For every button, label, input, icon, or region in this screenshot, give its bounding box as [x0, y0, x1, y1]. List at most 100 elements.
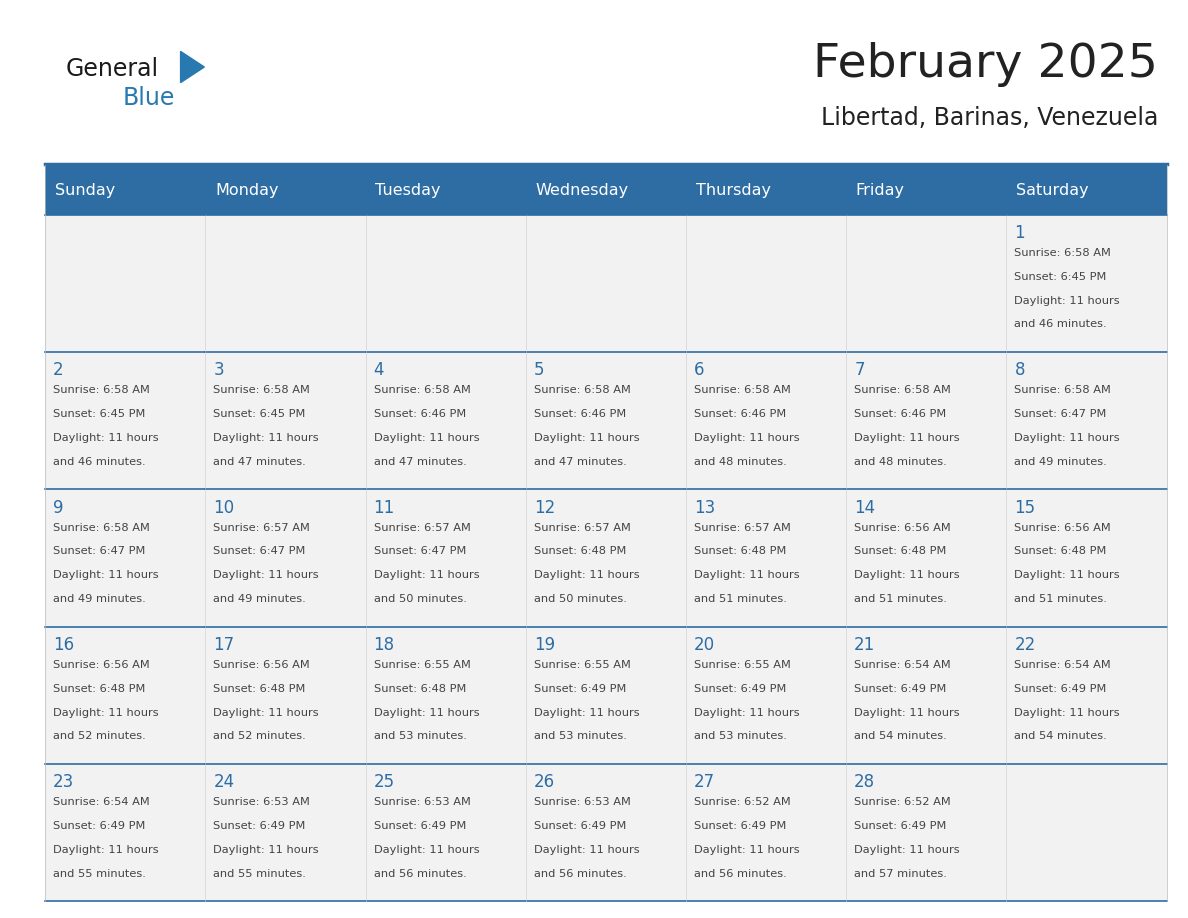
Text: Sunset: 6:46 PM: Sunset: 6:46 PM — [373, 409, 466, 419]
Text: Daylight: 11 hours: Daylight: 11 hours — [53, 845, 159, 855]
Text: and 50 minutes.: and 50 minutes. — [533, 594, 626, 604]
Text: Tuesday: Tuesday — [375, 183, 441, 197]
Text: Sunrise: 6:58 AM: Sunrise: 6:58 AM — [1015, 248, 1111, 258]
Text: Wednesday: Wednesday — [536, 183, 628, 197]
Text: and 56 minutes.: and 56 minutes. — [533, 868, 626, 879]
Text: 17: 17 — [214, 636, 234, 654]
Text: Sunset: 6:48 PM: Sunset: 6:48 PM — [1015, 546, 1107, 556]
Text: and 47 minutes.: and 47 minutes. — [214, 457, 307, 466]
Text: Sunset: 6:45 PM: Sunset: 6:45 PM — [1015, 272, 1107, 282]
Text: Sunrise: 6:52 AM: Sunrise: 6:52 AM — [694, 797, 791, 807]
Text: Daylight: 11 hours: Daylight: 11 hours — [1015, 296, 1120, 306]
Text: and 51 minutes.: and 51 minutes. — [694, 594, 786, 604]
Text: and 52 minutes.: and 52 minutes. — [53, 732, 146, 742]
Text: 12: 12 — [533, 498, 555, 517]
Text: 22: 22 — [1015, 636, 1036, 654]
Text: Sunset: 6:47 PM: Sunset: 6:47 PM — [1015, 409, 1107, 419]
Text: Daylight: 11 hours: Daylight: 11 hours — [533, 708, 639, 718]
Text: 25: 25 — [373, 773, 394, 791]
Text: Sunset: 6:47 PM: Sunset: 6:47 PM — [373, 546, 466, 556]
Text: 28: 28 — [854, 773, 876, 791]
Text: 10: 10 — [214, 498, 234, 517]
Text: Sunset: 6:49 PM: Sunset: 6:49 PM — [533, 821, 626, 831]
Text: and 48 minutes.: and 48 minutes. — [854, 457, 947, 466]
Text: Sunrise: 6:58 AM: Sunrise: 6:58 AM — [1015, 386, 1111, 395]
Text: 14: 14 — [854, 498, 876, 517]
Text: Sunset: 6:48 PM: Sunset: 6:48 PM — [694, 546, 786, 556]
Text: Sunrise: 6:54 AM: Sunrise: 6:54 AM — [1015, 660, 1111, 670]
Text: General: General — [65, 57, 158, 81]
Text: Sunset: 6:49 PM: Sunset: 6:49 PM — [694, 684, 786, 694]
Text: 7: 7 — [854, 362, 865, 379]
Text: and 53 minutes.: and 53 minutes. — [533, 732, 626, 742]
Text: 13: 13 — [694, 498, 715, 517]
Text: and 55 minutes.: and 55 minutes. — [53, 868, 146, 879]
Text: Daylight: 11 hours: Daylight: 11 hours — [214, 433, 320, 442]
Text: Friday: Friday — [855, 183, 905, 197]
Text: Sunrise: 6:54 AM: Sunrise: 6:54 AM — [854, 660, 950, 670]
Text: Sunset: 6:46 PM: Sunset: 6:46 PM — [533, 409, 626, 419]
Text: Daylight: 11 hours: Daylight: 11 hours — [53, 708, 159, 718]
Text: Sunrise: 6:57 AM: Sunrise: 6:57 AM — [694, 522, 791, 532]
Text: Sunday: Sunday — [55, 183, 115, 197]
Text: Sunrise: 6:53 AM: Sunrise: 6:53 AM — [533, 797, 631, 807]
Text: Sunrise: 6:55 AM: Sunrise: 6:55 AM — [373, 660, 470, 670]
Text: and 46 minutes.: and 46 minutes. — [1015, 319, 1107, 330]
Text: Sunrise: 6:56 AM: Sunrise: 6:56 AM — [1015, 522, 1111, 532]
Text: and 50 minutes.: and 50 minutes. — [373, 594, 467, 604]
Text: Sunrise: 6:55 AM: Sunrise: 6:55 AM — [694, 660, 791, 670]
Text: Sunrise: 6:56 AM: Sunrise: 6:56 AM — [854, 522, 950, 532]
Text: Daylight: 11 hours: Daylight: 11 hours — [694, 708, 800, 718]
Text: Daylight: 11 hours: Daylight: 11 hours — [214, 708, 320, 718]
Text: Sunrise: 6:56 AM: Sunrise: 6:56 AM — [53, 660, 150, 670]
Text: Daylight: 11 hours: Daylight: 11 hours — [854, 845, 960, 855]
Text: Daylight: 11 hours: Daylight: 11 hours — [1015, 570, 1120, 580]
Text: Blue: Blue — [122, 86, 175, 110]
Text: Daylight: 11 hours: Daylight: 11 hours — [533, 570, 639, 580]
Text: Sunrise: 6:58 AM: Sunrise: 6:58 AM — [533, 386, 631, 395]
Text: 5: 5 — [533, 362, 544, 379]
Text: Sunrise: 6:58 AM: Sunrise: 6:58 AM — [373, 386, 470, 395]
Text: Sunset: 6:49 PM: Sunset: 6:49 PM — [214, 821, 305, 831]
Text: Sunrise: 6:57 AM: Sunrise: 6:57 AM — [533, 522, 631, 532]
Text: and 46 minutes.: and 46 minutes. — [53, 457, 146, 466]
Text: Daylight: 11 hours: Daylight: 11 hours — [53, 433, 159, 442]
Text: Sunrise: 6:52 AM: Sunrise: 6:52 AM — [854, 797, 950, 807]
Text: Daylight: 11 hours: Daylight: 11 hours — [373, 570, 479, 580]
Text: and 47 minutes.: and 47 minutes. — [373, 457, 467, 466]
Text: 8: 8 — [1015, 362, 1025, 379]
Text: Sunrise: 6:53 AM: Sunrise: 6:53 AM — [214, 797, 310, 807]
Text: Saturday: Saturday — [1016, 183, 1088, 197]
Text: 20: 20 — [694, 636, 715, 654]
Text: Daylight: 11 hours: Daylight: 11 hours — [854, 570, 960, 580]
Text: Sunset: 6:49 PM: Sunset: 6:49 PM — [694, 821, 786, 831]
Text: 9: 9 — [53, 498, 64, 517]
Text: 27: 27 — [694, 773, 715, 791]
Text: 1: 1 — [1015, 224, 1025, 242]
Text: Sunrise: 6:56 AM: Sunrise: 6:56 AM — [214, 660, 310, 670]
Text: Sunset: 6:49 PM: Sunset: 6:49 PM — [373, 821, 466, 831]
Text: 6: 6 — [694, 362, 704, 379]
Text: 19: 19 — [533, 636, 555, 654]
Text: Sunrise: 6:57 AM: Sunrise: 6:57 AM — [373, 522, 470, 532]
Text: 16: 16 — [53, 636, 75, 654]
Text: and 48 minutes.: and 48 minutes. — [694, 457, 786, 466]
Text: Sunrise: 6:58 AM: Sunrise: 6:58 AM — [694, 386, 791, 395]
Text: Sunset: 6:49 PM: Sunset: 6:49 PM — [533, 684, 626, 694]
Text: 24: 24 — [214, 773, 234, 791]
Text: Daylight: 11 hours: Daylight: 11 hours — [694, 570, 800, 580]
Text: Sunrise: 6:58 AM: Sunrise: 6:58 AM — [854, 386, 952, 395]
Text: Daylight: 11 hours: Daylight: 11 hours — [373, 433, 479, 442]
Text: 2: 2 — [53, 362, 64, 379]
Text: 11: 11 — [373, 498, 394, 517]
Text: and 51 minutes.: and 51 minutes. — [854, 594, 947, 604]
Text: and 55 minutes.: and 55 minutes. — [214, 868, 307, 879]
Text: Daylight: 11 hours: Daylight: 11 hours — [1015, 433, 1120, 442]
Text: and 53 minutes.: and 53 minutes. — [373, 732, 467, 742]
Text: Daylight: 11 hours: Daylight: 11 hours — [694, 433, 800, 442]
Text: Daylight: 11 hours: Daylight: 11 hours — [694, 845, 800, 855]
Text: Daylight: 11 hours: Daylight: 11 hours — [214, 570, 320, 580]
Text: and 49 minutes.: and 49 minutes. — [214, 594, 307, 604]
Text: Sunset: 6:49 PM: Sunset: 6:49 PM — [854, 821, 947, 831]
Text: Sunrise: 6:58 AM: Sunrise: 6:58 AM — [53, 522, 150, 532]
